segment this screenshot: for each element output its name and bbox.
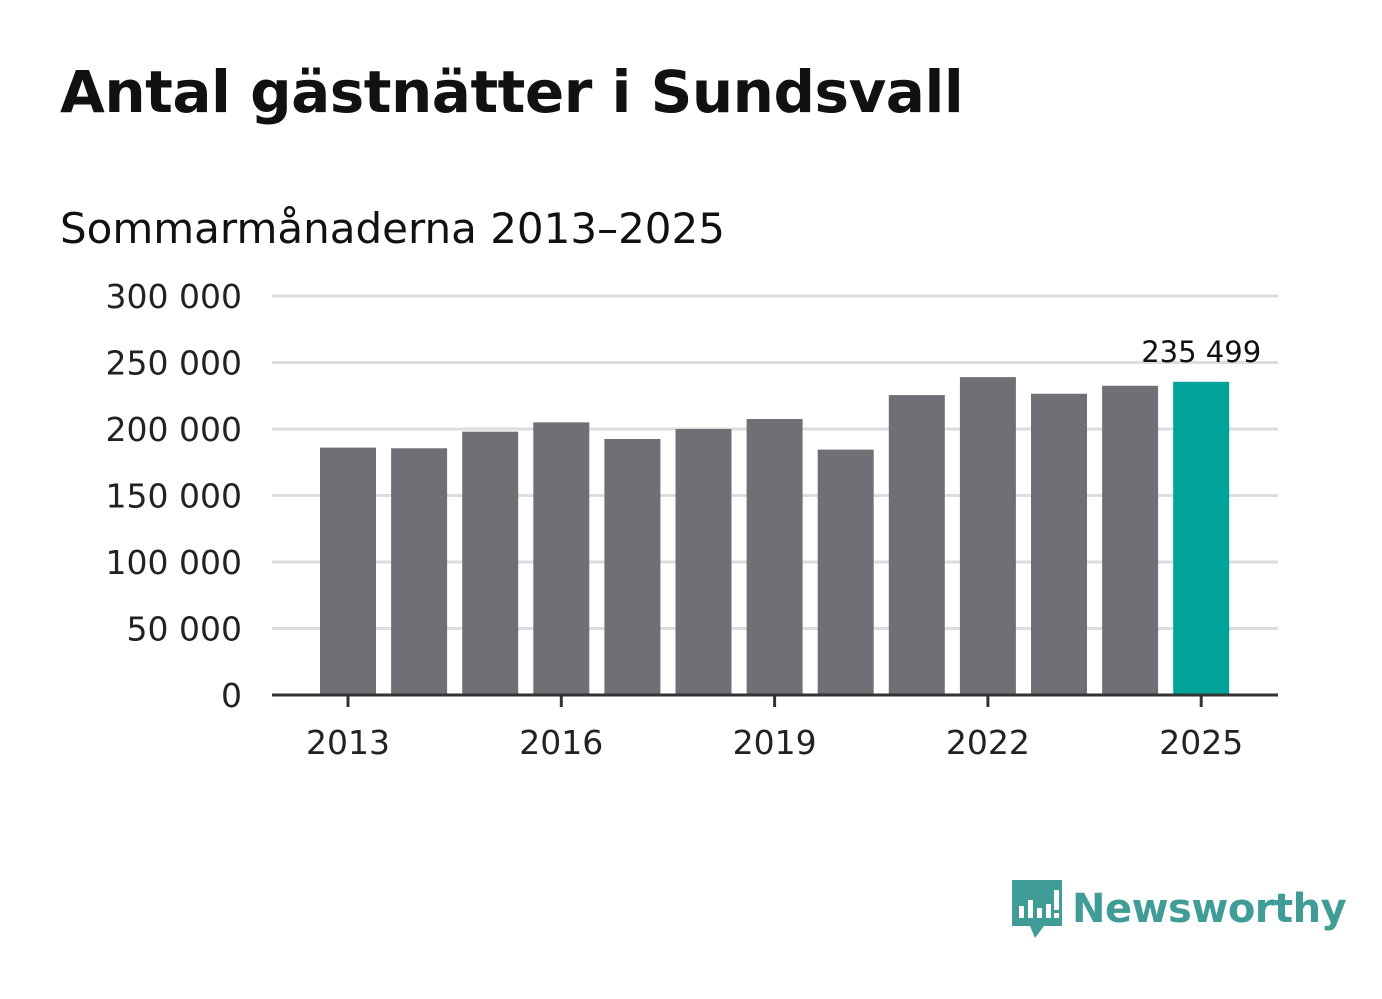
x-axis <box>272 693 1278 707</box>
y-tick-label: 50 000 <box>127 610 242 649</box>
y-axis-labels: 0 50 000 100 000 150 000 200 000 250 000 300 0… <box>106 277 242 715</box>
bar-2022 <box>959 377 1016 695</box>
chart-subtitle: Sommarmånaderna 2013–2025 <box>60 204 725 253</box>
bar-chart-speech-bubble-icon <box>1012 880 1062 938</box>
highlight-data-label: 235 499 <box>1141 335 1261 369</box>
x-tick-label: 2013 <box>306 723 390 762</box>
x-axis-labels: 2013 2016 2019 2022 2025 <box>306 723 1243 762</box>
bar-2025 <box>1173 381 1230 695</box>
bar-2024 <box>1102 385 1159 695</box>
x-tick-label: 2019 <box>733 723 817 762</box>
x-tick-label: 2025 <box>1159 723 1243 762</box>
annotations: 235 499 <box>1141 335 1261 369</box>
bar-2021 <box>888 395 945 695</box>
bars <box>320 377 1230 695</box>
y-tick-label: 200 000 <box>106 410 242 449</box>
bar-2015 <box>462 431 519 695</box>
y-tick-label: 0 <box>221 676 242 715</box>
y-tick-label: 250 000 <box>106 344 242 383</box>
x-tick-label: 2022 <box>946 723 1030 762</box>
bar-2016 <box>533 422 590 695</box>
bar-2018 <box>675 429 732 695</box>
newsworthy-logo: Newsworthy <box>1010 878 1347 940</box>
bar-2017 <box>604 438 661 695</box>
logo-text: Newsworthy <box>1072 886 1347 932</box>
bar-2020 <box>817 449 874 695</box>
bar-2013 <box>320 447 376 695</box>
bar-2019 <box>746 419 803 695</box>
y-tick-label: 150 000 <box>106 477 242 516</box>
bar-2023 <box>1031 393 1087 695</box>
x-tick-label: 2016 <box>519 723 603 762</box>
chart-title: Antal gästnätter i Sundsvall <box>60 58 964 126</box>
bar-2014 <box>391 448 448 695</box>
y-tick-label: 100 000 <box>106 543 242 582</box>
y-tick-label: 300 000 <box>106 277 242 316</box>
